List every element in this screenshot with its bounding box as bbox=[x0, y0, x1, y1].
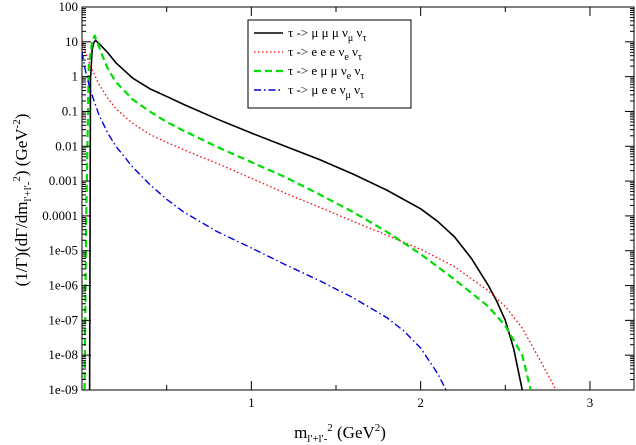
series-line-3 bbox=[83, 34, 532, 390]
y-tick-label: 0.001 bbox=[49, 173, 78, 188]
tick-layer: 1 2 3 1e-09 1e-08 1e-07 1e-06 1e-05 0.0001 0.001 0… bbox=[42, 0, 634, 410]
series-line-1 bbox=[88, 39, 524, 390]
y-tick-label: 1e-07 bbox=[48, 312, 78, 327]
legend-label-4: τ -> μ e e νμ ντ bbox=[288, 82, 364, 101]
y-tick-label: 0.0001 bbox=[42, 208, 78, 223]
y-tick-label: 0.01 bbox=[55, 138, 78, 153]
x-tick-label: 1 bbox=[248, 395, 255, 410]
legend-box bbox=[247, 19, 412, 109]
legend-label-1: τ -> μ μ μ νμ ντ bbox=[288, 25, 366, 44]
y-tick-label: 1e-05 bbox=[48, 243, 78, 258]
series-line-2 bbox=[82, 38, 557, 390]
y-tick-label: 1e-08 bbox=[48, 347, 78, 362]
x-axis-title: ml'+l'-2 (GeV2) bbox=[294, 422, 386, 445]
y-tick-label: 100 bbox=[59, 0, 79, 14]
y-tick-label: 0.1 bbox=[62, 103, 78, 118]
y-tick-label: 1 bbox=[72, 69, 79, 84]
y-tick-label: 1e-06 bbox=[48, 278, 78, 293]
legend-label-2: τ -> e e e νe ντ bbox=[288, 44, 362, 63]
y-tick-label: 1e-09 bbox=[48, 382, 78, 397]
legend: τ -> μ μ μ νμ νττ -> e e e νe νττ -> e μ… bbox=[247, 19, 412, 109]
series-layer bbox=[82, 34, 557, 390]
x-tick-label: 3 bbox=[587, 395, 594, 410]
y-axis-title: (1/Γ)(dΓ/dml'+l'-2) (GeV-2) bbox=[11, 114, 34, 287]
y-tick-label: 10 bbox=[65, 34, 78, 49]
x-tick-label: 2 bbox=[417, 395, 424, 410]
legend-label-3: τ -> e μ μ νe ντ bbox=[288, 63, 364, 82]
series-line-4 bbox=[82, 52, 447, 390]
